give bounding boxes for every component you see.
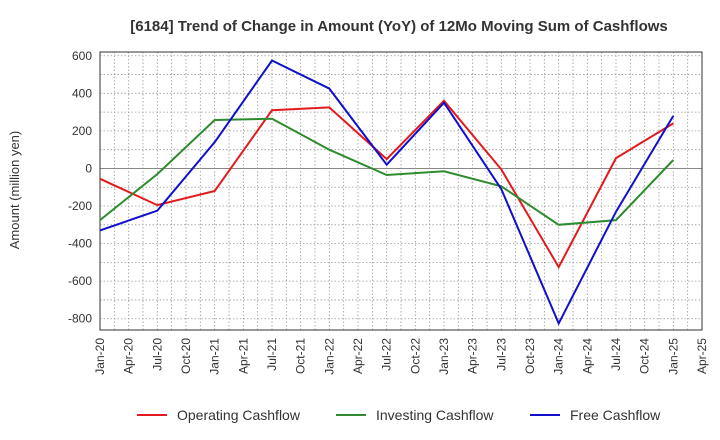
x-tick-label: Apr-25	[695, 338, 709, 374]
x-tick-label: Apr-21	[236, 338, 250, 374]
x-tick-label: Oct-23	[523, 338, 537, 374]
x-tick-label: Jan-24	[552, 338, 566, 375]
x-tick-label: Apr-24	[580, 338, 594, 374]
y-tick-label: 0	[85, 161, 92, 175]
chart-title: [6184] Trend of Change in Amount (YoY) o…	[130, 18, 668, 35]
x-tick-label: Jan-21	[208, 338, 222, 375]
x-tick-label: Apr-22	[351, 338, 365, 374]
series-line-0	[99, 99, 674, 270]
series-line-1	[99, 117, 675, 226]
x-tick-label: Jul-21	[265, 338, 279, 371]
y-axis: 600 400 200 0 -200 -400 -600 -800	[68, 49, 92, 326]
x-axis: Jan-20 Apr-20 Jul-20 Oct-20 Jan-21 Apr-21 Jul-…	[93, 338, 709, 375]
legend-label: Free Cashflow	[570, 407, 661, 423]
x-tick-label: Jul-24	[609, 338, 623, 371]
series-line-2	[99, 59, 675, 326]
legend-label: Operating Cashflow	[177, 407, 301, 423]
x-tick-label: Jul-22	[380, 338, 394, 371]
plot-area	[99, 51, 703, 331]
x-tick-label: Jul-23	[494, 338, 508, 371]
y-tick-label: -400	[68, 237, 92, 251]
legend-label: Investing Cashflow	[376, 407, 494, 423]
legend: Operating Cashflow Investing Cashflow Free…	[137, 407, 661, 423]
x-tick-label: Oct-24	[638, 338, 652, 374]
x-tick-label: Oct-21	[294, 338, 308, 374]
y-tick-label: -600	[68, 274, 92, 288]
x-tick-label: Apr-20	[122, 338, 136, 374]
y-tick-label: -800	[68, 312, 92, 326]
y-axis-label: Amount (million yen)	[7, 131, 22, 250]
x-tick-label: Jan-22	[322, 338, 336, 375]
y-tick-label: 600	[72, 49, 92, 63]
series-lines	[99, 59, 675, 326]
y-tick-label: 400	[72, 86, 92, 100]
x-tick-label: Apr-23	[466, 338, 480, 374]
x-tick-label: Jul-20	[150, 338, 164, 371]
grid	[99, 52, 702, 330]
x-tick-label: Jan-25	[666, 338, 680, 375]
x-tick-label: Jan-20	[93, 338, 107, 375]
x-tick-label: Oct-20	[179, 338, 193, 374]
x-tick-label: Oct-22	[408, 338, 422, 374]
x-tick-label: Jan-23	[437, 338, 451, 375]
y-tick-label: -200	[68, 199, 92, 213]
y-tick-label: 200	[72, 124, 92, 138]
